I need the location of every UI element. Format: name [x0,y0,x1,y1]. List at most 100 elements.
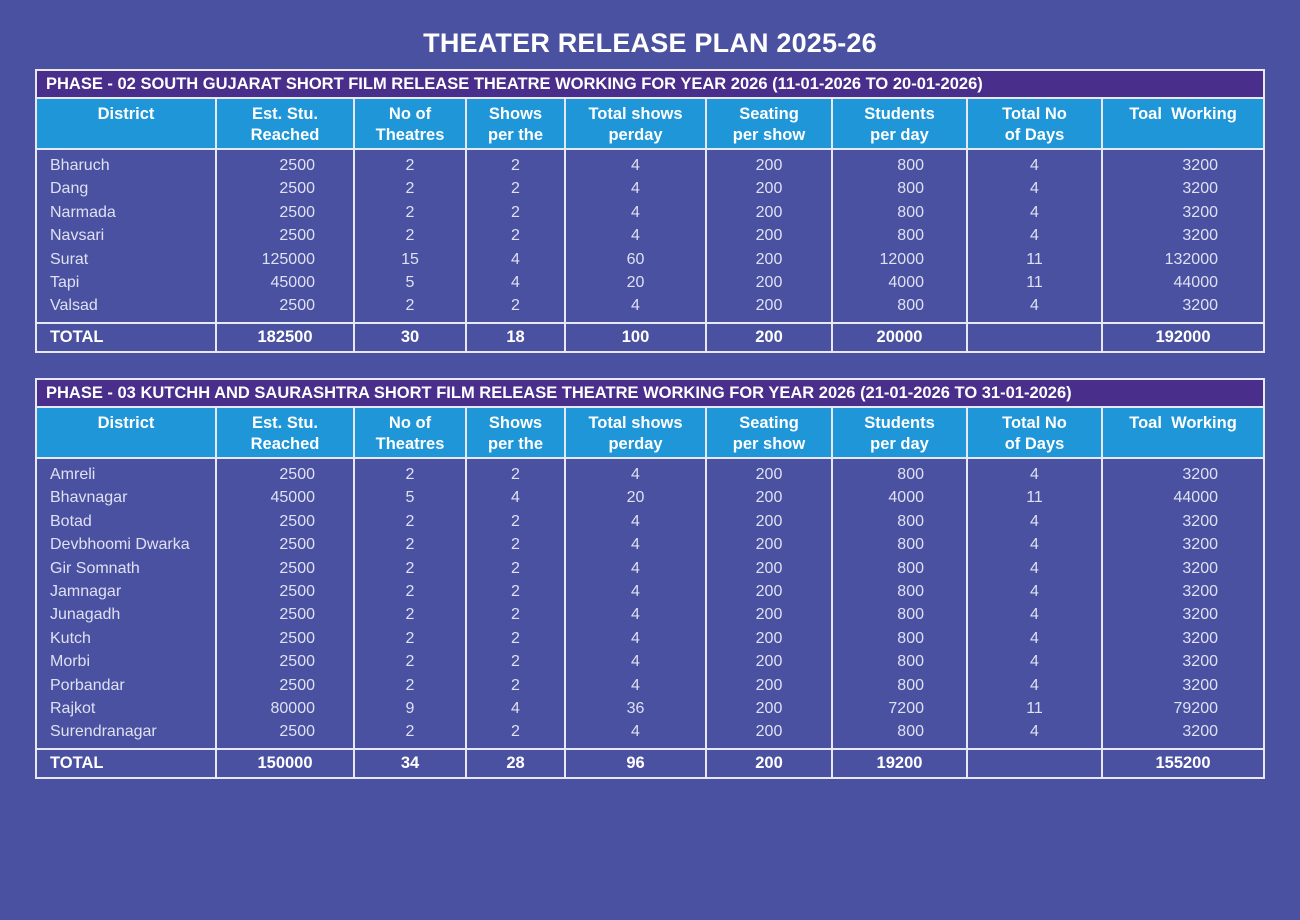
phase2-title: PHASE - 02 SOUTH GUJARAT SHORT FILM RELE… [37,71,1263,99]
cell-theatres: 2 [353,509,466,534]
cell-est-reached: 2500 [215,720,354,749]
cell-shows-per: 2 [465,509,565,534]
column-header-line1: Total shows [588,414,683,432]
page-title: THEATER RELEASE PLAN 2025-26 [423,28,877,58]
cell-total-shows-perday: 36 [564,697,706,721]
cell-total-working: 3200 [1101,650,1263,674]
column-header-shows-per: Shows per the [465,99,565,150]
table-row: Junagadh 2500 2 2 4 200 800 4 3200 [37,603,1263,627]
cell-total-shows-perday: 4 [564,149,706,178]
phase3-body: Amreli 2500 2 2 4 200 800 4 3200 Bhavnagar 45000 5 4… [37,458,1263,749]
cell-total-days: 4 [966,224,1102,248]
cell-theatres: 2 [353,294,466,323]
cell-seating-per-show: 200 [705,697,832,721]
cell-shows-per: 2 [465,149,565,178]
cell-est-reached: 2500 [215,603,354,627]
cell-est-reached: 2500 [215,650,354,674]
cell-district: Valsad [50,297,98,315]
cell-students-per-day: 800 [831,533,967,557]
column-header-total-working: Toal Working [1101,408,1263,459]
cell-students-per-day: 800 [831,458,967,487]
phase2-table: District Est. Stu. Reached No of Theatres Sho… [37,99,1263,351]
cell-est-reached: 125000 [215,247,354,272]
column-header-line1: Total shows [588,105,683,123]
phase3-header: District Est. Stu. Reached No of Theatres Sho… [37,408,1263,459]
cell-seating-per-show: 200 [705,149,832,178]
cell-shows-per: 2 [465,224,565,248]
cell-total-shows-perday: 4 [564,556,706,581]
cell-seating-per-show: 200 [705,177,832,201]
cell-district: Navsari [50,227,105,245]
cell-total-shows-perday: 4 [564,673,706,698]
phase2-total-row: TOTAL 182500 30 18 100 200 20000 192000 [37,321,1263,351]
cell-total-days: 4 [966,294,1102,323]
cell-total-shows-perday: 20 [564,486,706,510]
cell-students-per-day: 800 [831,509,967,534]
cell-total-working: 3200 [1101,224,1263,248]
cell-total-days: 4 [966,556,1102,581]
cell-total-shows-perday: 4 [564,533,706,557]
cell-seating-per-show: 200 [705,294,832,323]
cell-theatres: 15 [353,247,466,272]
table-row: Valsad 2500 2 2 4 200 800 4 3200 [37,294,1263,323]
phase3-total-row: TOTAL 150000 34 28 96 200 19200 155200 [37,747,1263,777]
column-header-total-shows-perday: Total shows perday [564,99,706,150]
cell-total-days: 11 [966,486,1102,510]
column-header-theatres: No of Theatres [353,99,466,150]
cell-total-working: 79200 [1101,697,1263,721]
table-row: Bhavnagar 45000 5 4 20 200 4000 11 44000 [37,486,1263,510]
cell-seating-per-show: 200 [705,650,832,674]
cell-total-shows-perday: 4 [564,603,706,627]
total-seating-per-show: 200 [705,747,832,777]
table-row: Kutch 2500 2 2 4 200 800 4 3200 [37,626,1263,651]
column-header-line2: Theatres [375,435,445,453]
total-total-days [966,747,1102,777]
column-header-line2: Reached [250,435,320,453]
cell-total-days: 4 [966,458,1102,487]
column-header-line1: Seating [739,105,799,123]
cell-total-days: 4 [966,720,1102,749]
cell-total-shows-perday: 4 [564,177,706,201]
table-row: Porbandar 2500 2 2 4 200 800 4 3200 [37,673,1263,698]
total-total-working: 155200 [1101,747,1263,777]
cell-theatres: 2 [353,650,466,674]
cell-seating-per-show: 200 [705,673,832,698]
column-header-line2: per the [487,435,543,453]
cell-district: Tapi [50,274,80,292]
cell-theatres: 9 [353,697,466,721]
column-header-line2: perday [608,435,663,453]
column-header-district: District [37,408,216,459]
cell-seating-per-show: 200 [705,247,832,272]
cell-district: Botad [50,512,92,530]
column-header-line2: per show [732,126,806,144]
cell-students-per-day: 800 [831,603,967,627]
cell-est-reached: 2500 [215,580,354,604]
cell-seating-per-show: 200 [705,271,832,295]
total-students-per-day: 19200 [831,747,967,777]
cell-students-per-day: 800 [831,580,967,604]
cell-total-working: 3200 [1101,720,1263,749]
cell-seating-per-show: 200 [705,486,832,510]
cell-district: Gir Somnath [50,559,140,577]
cell-theatres: 2 [353,533,466,557]
column-header-est-reached: Est. Stu. Reached [215,408,354,459]
cell-district: Bharuch [50,157,110,174]
column-header-students-per-day: Students per day [831,99,967,150]
column-header-line1: Seating [739,414,799,432]
cell-theatres: 2 [353,673,466,698]
table-row: Surat 125000 15 4 60 200 12000 11 132000 [37,247,1263,272]
cell-total-working: 3200 [1101,556,1263,581]
cell-shows-per: 2 [465,458,565,487]
cell-theatres: 2 [353,224,466,248]
phase2-body: Bharuch 2500 2 2 4 200 800 4 3200 Dang 2500 2 2 4 200 8… [37,149,1263,323]
cell-students-per-day: 800 [831,177,967,201]
cell-district: Kutch [50,629,91,647]
cell-total-days: 4 [966,177,1102,201]
cell-shows-per: 4 [465,486,565,510]
cell-total-shows-perday: 4 [564,294,706,323]
cell-seating-per-show: 200 [705,533,832,557]
cell-district: Morbi [50,653,91,671]
cell-theatres: 2 [353,149,466,178]
cell-district: Jamnagar [50,583,122,601]
column-header-line1: Est. Stu. [251,414,318,432]
